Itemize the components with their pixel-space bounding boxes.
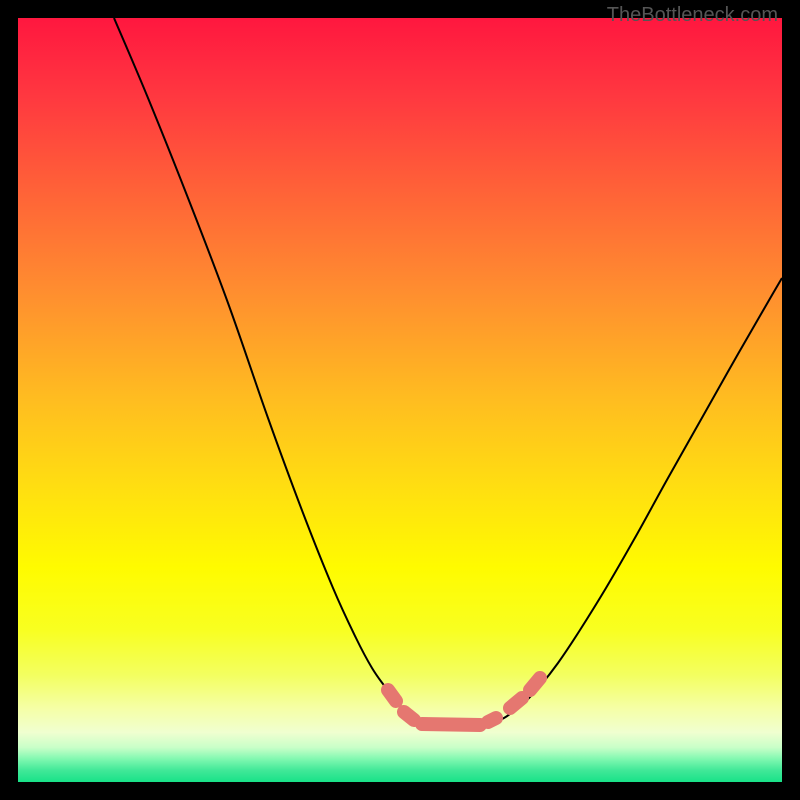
bead-segment — [488, 718, 496, 722]
bead-segment — [530, 678, 540, 690]
plot-area — [18, 18, 782, 782]
bead-segment — [404, 712, 414, 720]
watermark-text: TheBottleneck.com — [607, 4, 778, 27]
bead-segment — [422, 724, 480, 725]
bead-segment — [510, 698, 522, 708]
curve-layer — [18, 18, 782, 782]
bottleneck-curve — [114, 18, 782, 727]
chart-container: TheBottleneck.com — [0, 0, 800, 800]
bead-segment — [388, 690, 396, 701]
